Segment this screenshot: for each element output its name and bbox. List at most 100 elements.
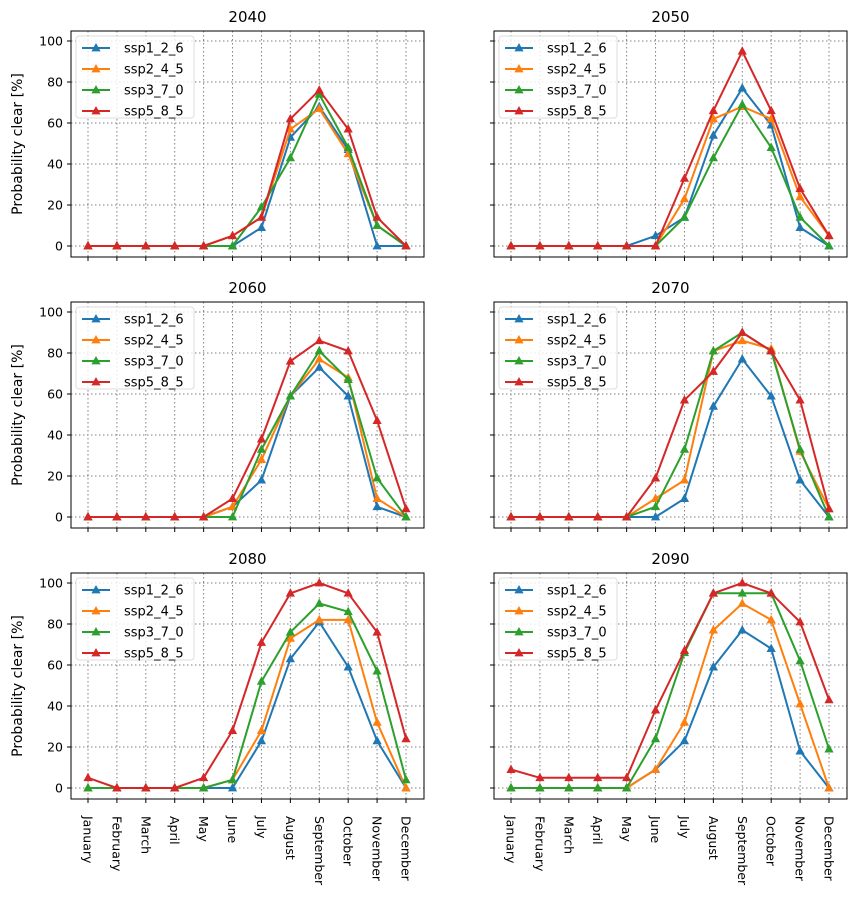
legend-marker-ssp2_4_5 <box>91 64 101 73</box>
x-tick-label: November <box>793 816 808 882</box>
data-point-ssp5_8_5 <box>564 512 574 521</box>
data-point-ssp1_2_6 <box>314 362 324 371</box>
y-tick-label: 0 <box>55 781 63 796</box>
data-point-ssp2_4_5 <box>679 717 690 726</box>
series-line-ssp5_8_5 <box>511 331 830 518</box>
data-point-ssp2_4_5 <box>256 725 267 734</box>
data-point-ssp5_8_5 <box>824 230 834 240</box>
data-point-ssp3_7_0 <box>737 99 747 108</box>
data-point-ssp2_4_5 <box>314 103 324 113</box>
data-point-ssp5_8_5 <box>795 616 805 626</box>
legend-marker-ssp1_2_6 <box>91 585 101 594</box>
legend: ssp1_2_6 ssp2_4_5 ssp3_7_0 ssp5_8_5 <box>498 306 618 391</box>
legend-label-ssp3_7_0: ssp3_7_0 <box>124 355 184 370</box>
data-point-ssp5_8_5 <box>766 345 776 355</box>
data-point-ssp3_7_0 <box>227 241 238 250</box>
legend-marker-ssp2_4_5 <box>91 606 101 615</box>
panel-2080: 0 20 40 60 80 100 January February March April May… <box>10 550 425 886</box>
data-point-ssp3_7_0 <box>535 783 545 792</box>
data-point-ssp5_8_5 <box>343 124 353 133</box>
data-point-ssp2_4_5 <box>650 493 661 502</box>
data-point-ssp5_8_5 <box>824 694 834 704</box>
legend-marker-ssp5_8_5 <box>91 648 101 657</box>
data-point-ssp3_7_0 <box>650 501 661 511</box>
data-point-ssp5_8_5 <box>622 772 632 782</box>
data-point-ssp1_2_6 <box>795 746 805 755</box>
data-point-ssp3_7_0 <box>227 774 238 784</box>
data-point-ssp5_8_5 <box>256 212 267 221</box>
data-point-ssp3_7_0 <box>285 627 295 636</box>
data-point-ssp2_4_5 <box>737 335 747 345</box>
data-point-ssp3_7_0 <box>622 783 632 792</box>
data-point-ssp1_2_6 <box>343 391 353 400</box>
data-point-ssp2_4_5 <box>343 614 353 624</box>
data-point-ssp3_7_0 <box>679 444 690 453</box>
axes-frame <box>493 301 848 529</box>
data-point-ssp5_8_5 <box>708 366 718 375</box>
data-point-ssp5_8_5 <box>227 493 238 502</box>
panel-title: 2060 <box>228 279 266 297</box>
x-tick-label: October <box>764 816 779 867</box>
data-point-ssp1_2_6 <box>795 475 805 484</box>
data-point-ssp1_2_6 <box>708 662 718 671</box>
panel-title: 2050 <box>651 8 689 26</box>
x-tick-label: April <box>590 816 605 845</box>
data-point-ssp2_4_5 <box>227 501 238 511</box>
data-point-ssp3_7_0 <box>708 345 718 355</box>
x-tick-label: February <box>532 816 547 872</box>
data-point-ssp3_7_0 <box>372 473 382 482</box>
data-point-ssp3_7_0 <box>256 444 267 453</box>
series-line-ssp5_8_5 <box>87 582 407 789</box>
data-point-ssp3_7_0 <box>285 391 295 400</box>
legend-label-ssp1_2_6: ssp1_2_6 <box>124 42 184 57</box>
legend-marker-ssp1_2_6 <box>514 585 524 594</box>
data-point-ssp5_8_5 <box>708 588 718 597</box>
data-point-ssp2_4_5 <box>766 113 776 123</box>
series-line-ssp3_7_0 <box>511 103 830 247</box>
data-point-ssp3_7_0 <box>314 345 324 355</box>
legend-marker-ssp5_8_5 <box>514 648 524 657</box>
legend-label-ssp1_2_6: ssp1_2_6 <box>124 584 184 599</box>
data-point-ssp2_4_5 <box>314 614 324 624</box>
y-tick-label: 80 <box>47 617 63 632</box>
data-point-ssp3_7_0 <box>343 606 353 616</box>
legend-label-ssp3_7_0: ssp3_7_0 <box>124 626 184 641</box>
data-point-ssp5_8_5 <box>199 512 209 521</box>
data-point-ssp3_7_0 <box>401 512 411 521</box>
data-point-ssp1_2_6 <box>679 735 690 745</box>
data-point-ssp5_8_5 <box>535 512 545 521</box>
legend: ssp1_2_6 ssp2_4_5 ssp3_7_0 ssp5_8_5 <box>75 306 195 391</box>
y-tick-label: 100 <box>39 34 63 49</box>
data-point-ssp5_8_5 <box>141 512 151 521</box>
legend-label-ssp2_4_5: ssp2_4_5 <box>124 605 184 620</box>
legend-box <box>75 577 195 661</box>
y-tick-label: 0 <box>55 239 63 254</box>
legend-label-ssp2_4_5: ssp2_4_5 <box>124 334 184 349</box>
x-tick-label: September <box>735 816 750 886</box>
data-point-ssp2_4_5 <box>708 113 718 123</box>
panel-title: 2080 <box>228 550 266 568</box>
x-tick-label: April <box>167 816 182 845</box>
data-point-ssp5_8_5 <box>401 503 411 513</box>
legend-marker-ssp5_8_5 <box>514 377 524 386</box>
panel-2060: 0 20 40 60 80 100 2060 Probability clear [%] ssp… <box>10 279 425 532</box>
data-point-ssp5_8_5 <box>737 46 747 55</box>
legend-marker-ssp3_7_0 <box>91 85 101 94</box>
data-point-ssp5_8_5 <box>650 705 661 714</box>
data-point-ssp2_4_5 <box>824 783 834 792</box>
legend-marker-ssp2_4_5 <box>514 64 524 73</box>
y-tick-label: 60 <box>47 658 63 673</box>
data-point-ssp5_8_5 <box>766 588 776 597</box>
y-tick-label: 100 <box>39 305 63 320</box>
legend: ssp1_2_6 ssp2_4_5 ssp3_7_0 ssp5_8_5 <box>75 35 195 120</box>
y-tick-label: 20 <box>47 469 63 484</box>
data-point-ssp3_7_0 <box>708 152 718 162</box>
data-point-ssp1_2_6 <box>227 783 238 792</box>
data-point-ssp5_8_5 <box>285 356 295 365</box>
y-axis-label: Probability clear [%] <box>10 344 26 486</box>
data-point-ssp2_4_5 <box>679 475 690 484</box>
x-tick-label: January <box>81 815 96 864</box>
y-tick-label: 40 <box>47 157 63 172</box>
x-tick-label: June <box>225 815 240 844</box>
